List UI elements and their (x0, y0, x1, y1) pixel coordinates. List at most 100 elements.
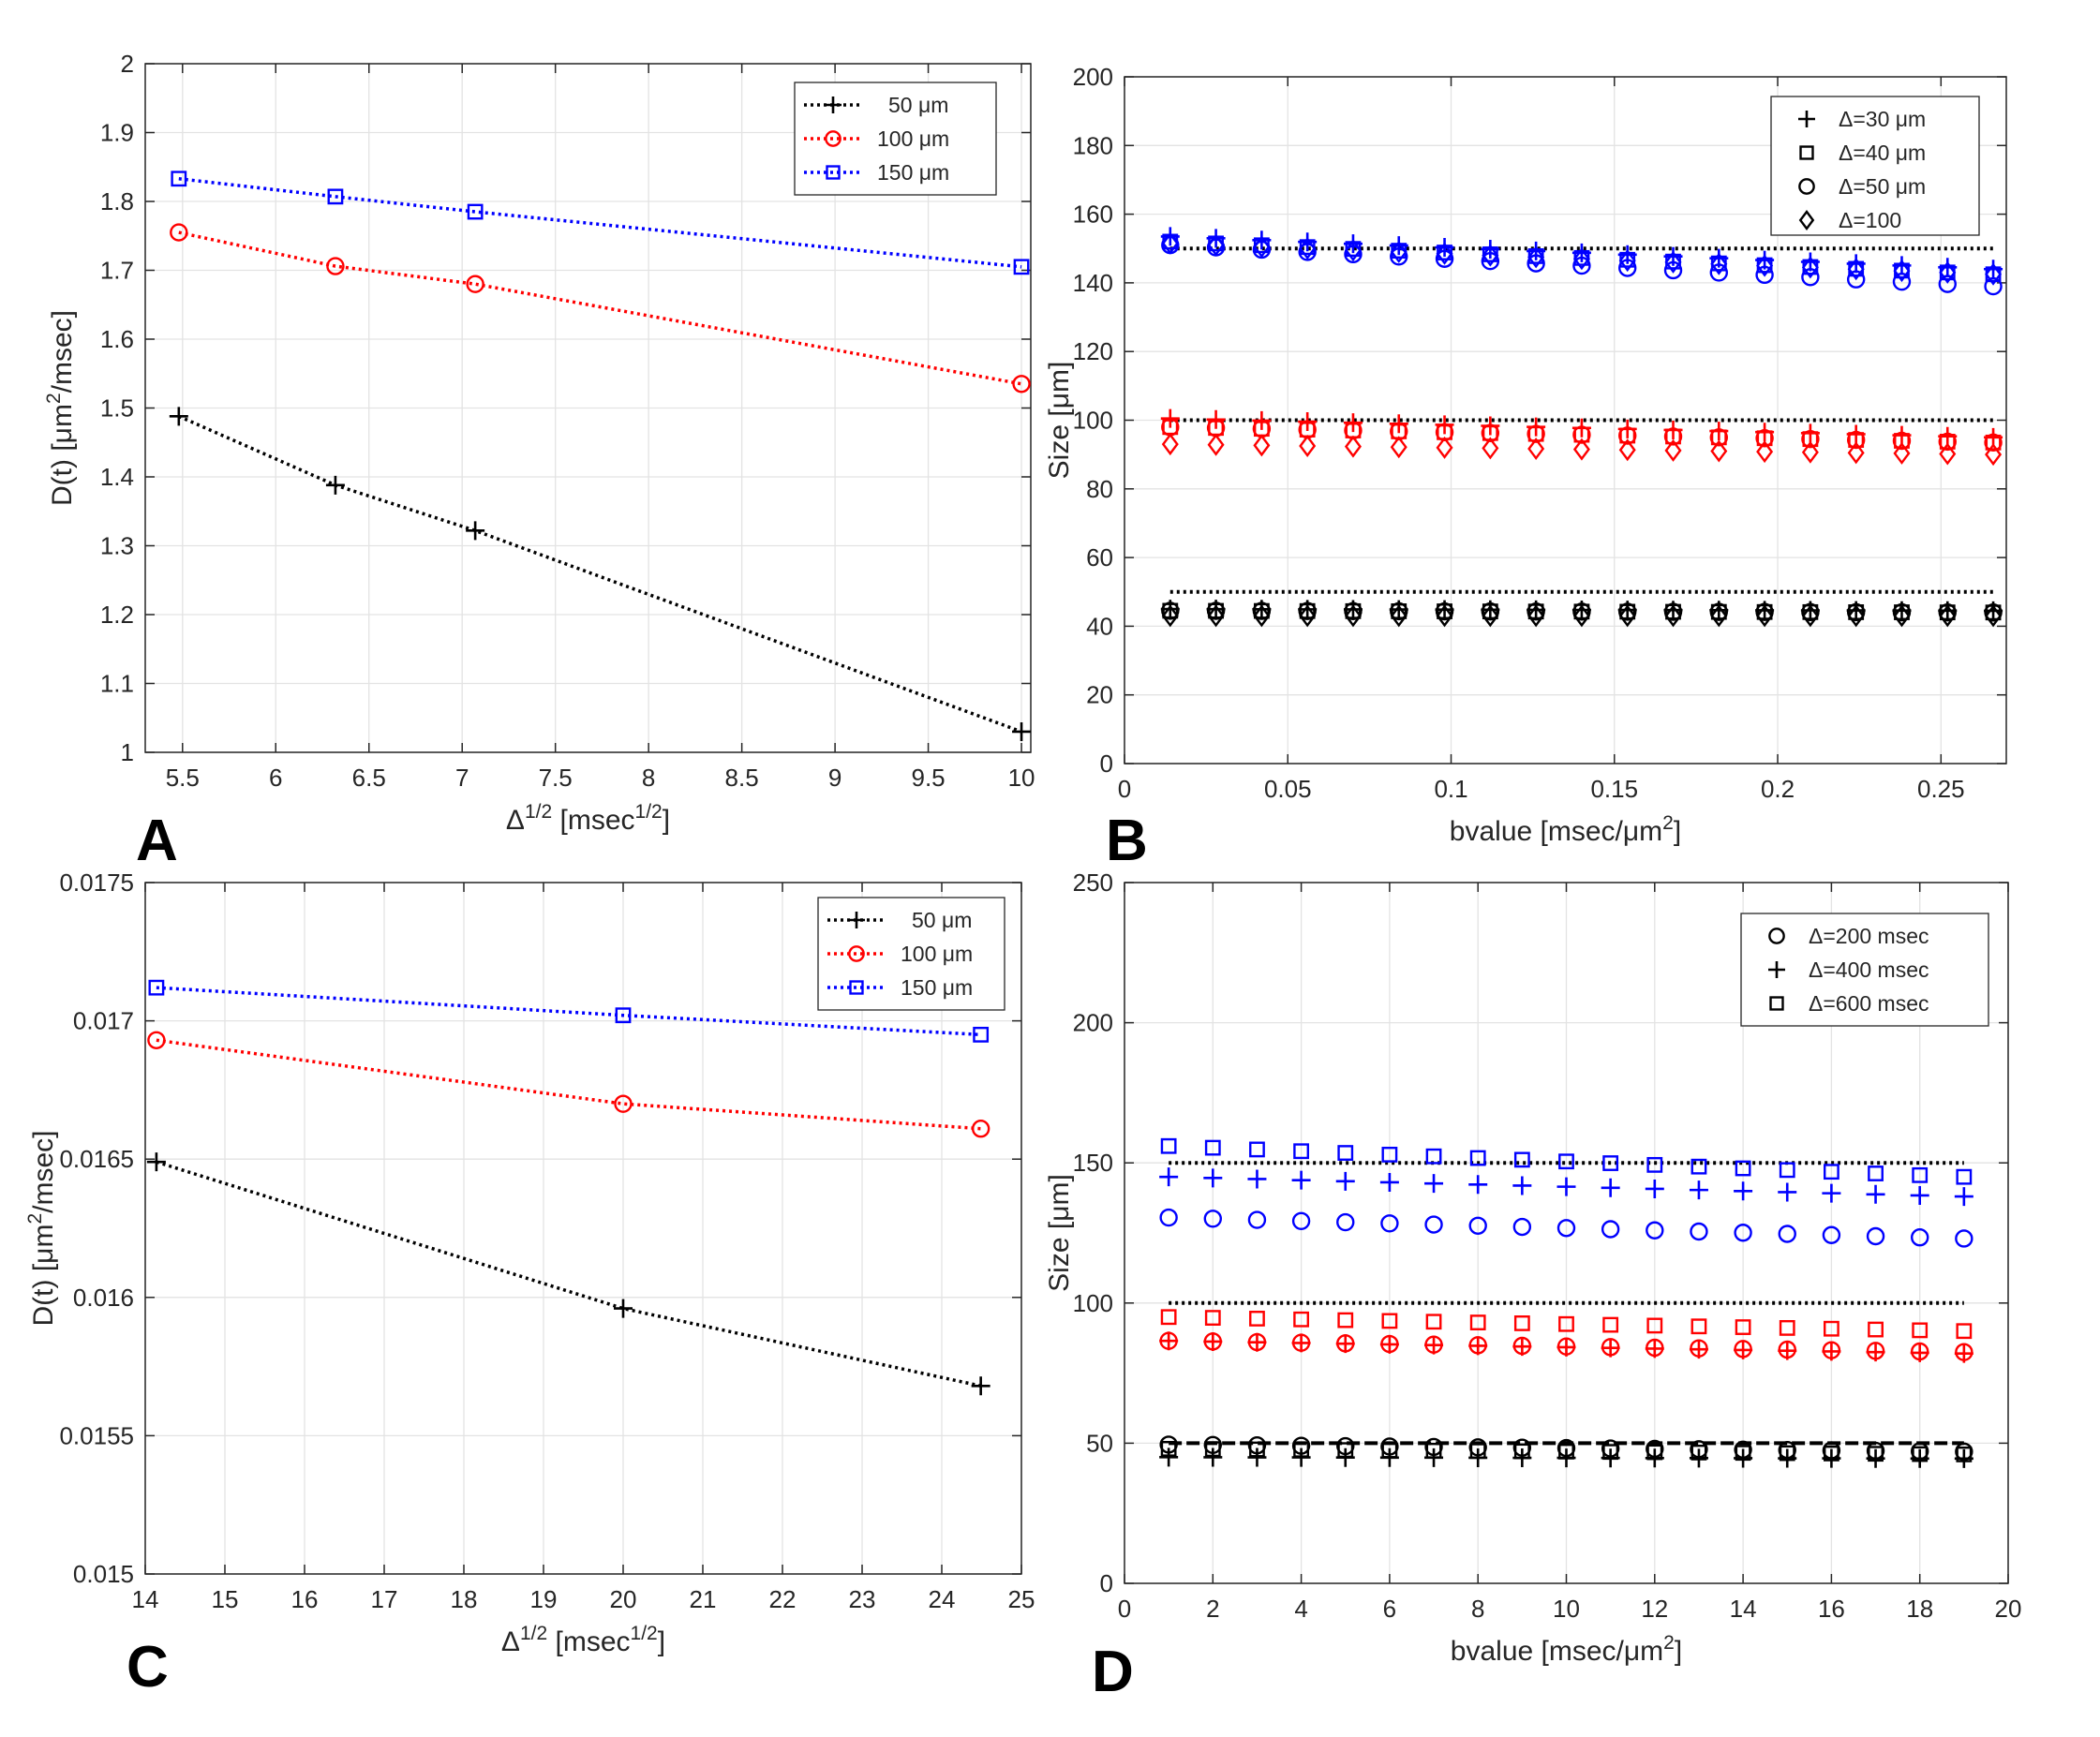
data-point (1390, 436, 1407, 459)
data-point (1203, 1448, 1223, 1467)
data-point (1778, 1340, 1796, 1359)
y-tick-label: 180 (1073, 131, 1113, 159)
data-point (1381, 1146, 1398, 1163)
data-point (1956, 1323, 1973, 1340)
data-point (1482, 244, 1499, 267)
data-point (1437, 603, 1452, 619)
x-tick-label: 0.25 (1917, 775, 1965, 803)
data-point (1602, 1316, 1619, 1333)
y-tick-label: 40 (1086, 612, 1113, 640)
data-point (1710, 252, 1728, 275)
data-point (466, 521, 485, 541)
y-tick-label: 50 (1086, 1429, 1113, 1457)
data-point (971, 1120, 990, 1138)
data-point (1344, 601, 1363, 621)
data-point (1892, 431, 1912, 451)
series-line (178, 414, 1022, 734)
data-point (1481, 601, 1500, 621)
data-point (1664, 604, 1682, 628)
data-point (170, 223, 188, 242)
x-tick-label: 22 (769, 1585, 797, 1613)
data-point (1572, 256, 1591, 275)
data-point (1335, 1448, 1355, 1467)
data-point (171, 171, 187, 187)
x-axis-label: bvalue [msec/μm2] (1450, 812, 1681, 847)
data-point (971, 1376, 990, 1396)
x-tick-label: 19 (530, 1585, 558, 1613)
data-point (1253, 235, 1271, 259)
y-tick-label: 200 (1073, 1009, 1113, 1037)
x-axis-label: bvalue [msec/μm2] (1451, 1632, 1682, 1667)
data-point (1955, 1343, 1973, 1361)
data-point (1618, 438, 1636, 462)
data-point (1481, 251, 1500, 271)
data-point (1558, 1153, 1574, 1170)
data-point (1159, 1448, 1179, 1467)
data-point (1866, 1184, 1885, 1204)
data-point (1846, 602, 1866, 622)
data-point (1390, 247, 1408, 266)
data-point (1252, 601, 1272, 620)
data-point (1160, 1137, 1177, 1154)
x-tick-label: 8 (1471, 1595, 1484, 1623)
data-point (615, 1007, 632, 1024)
data-point (1802, 431, 1819, 448)
data-point (1162, 602, 1179, 619)
data-point (1755, 265, 1774, 285)
chart-panel-a: 5.5 6 6.5 7 7.5 8 8.5 9 9.5 10 1 1.1 1.2 1.3 1.4 1.5 1.6… (43, 50, 1035, 873)
y-tick-label: 0 (1100, 1569, 1113, 1597)
data-point (1664, 250, 1682, 274)
data-point (1601, 1338, 1620, 1357)
y-tick-label: 1.4 (100, 463, 134, 491)
data-point (1299, 434, 1317, 457)
data-point (1527, 602, 1545, 621)
data-point (1424, 1335, 1443, 1354)
data-point (1482, 604, 1499, 628)
x-tick-label: 12 (1641, 1595, 1668, 1623)
data-point (1709, 602, 1729, 621)
data-point (1159, 1331, 1178, 1350)
data-point (1956, 1168, 1973, 1185)
data-point (1778, 1182, 1797, 1202)
data-point (1710, 604, 1728, 628)
x-tick-label: 16 (1818, 1595, 1845, 1623)
data-point (1690, 1158, 1707, 1175)
data-point (1337, 1145, 1354, 1161)
y-axis-label: Size [μm] (1044, 1174, 1075, 1292)
x-axis-label: Δ1/2 [msec1/2] (506, 801, 670, 836)
x-tick-label: 0.05 (1264, 775, 1312, 803)
data-point (1513, 1315, 1530, 1331)
data-point (1556, 1177, 1576, 1196)
data-point (1379, 1172, 1399, 1192)
x-tick-label: 7 (455, 764, 469, 792)
data-point (1344, 245, 1363, 264)
data-point (327, 188, 344, 205)
data-point (1912, 1322, 1929, 1339)
data-point (1390, 601, 1408, 621)
data-point (1379, 1448, 1399, 1467)
legend: Δ=200 msec Δ=400 msec Δ=600 msec (1740, 913, 1989, 1027)
legend-marker (1768, 961, 1785, 978)
data-point (1801, 429, 1820, 449)
legend: 50 μm 100 μm 150 μm (817, 897, 1005, 1011)
y-tick-label: 2 (121, 50, 134, 78)
legend-marker (849, 980, 864, 995)
legend-label: Δ=30 μm (1839, 107, 1926, 131)
x-tick-label: 20 (1995, 1595, 2022, 1623)
data-point (147, 1031, 166, 1049)
data-point (1822, 1448, 1841, 1468)
y-tick-label: 20 (1086, 681, 1113, 709)
y-tick-label: 1.8 (100, 187, 134, 215)
data-point (1424, 1448, 1444, 1467)
x-tick-label: 18 (451, 1585, 478, 1613)
data-point (1247, 1169, 1267, 1189)
legend: 50 μm 100 μm 150 μm (794, 82, 997, 196)
data-point (146, 1152, 166, 1172)
y-axis-label: D(t) [μm2/msec] (24, 1131, 59, 1327)
data-point (1299, 602, 1316, 619)
data-point (1344, 435, 1362, 458)
data-point (1572, 247, 1590, 271)
data-point (325, 475, 345, 495)
data-point (1512, 1448, 1532, 1468)
